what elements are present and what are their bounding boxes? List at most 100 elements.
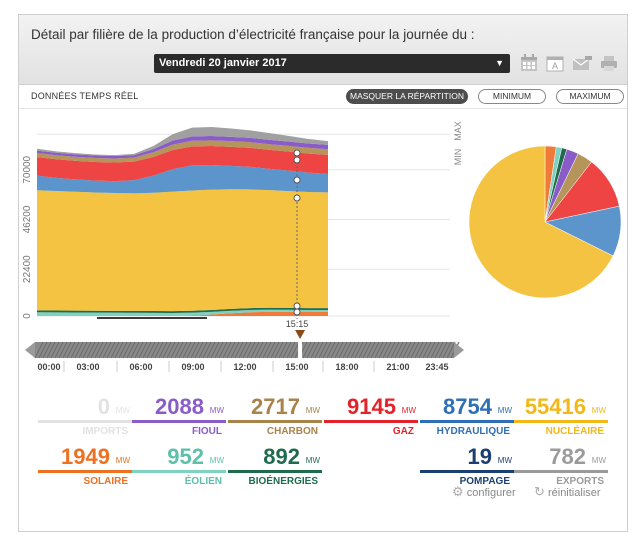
tile-value: 782 <box>549 444 586 469</box>
track-stripe <box>318 341 328 359</box>
tile-pompage[interactable]: 19 MW POMPAGE <box>420 444 514 492</box>
tile-value: 2088 <box>155 394 204 419</box>
configure-link[interactable]: ⚙ configurer <box>452 484 516 500</box>
tile-value: 2717 <box>251 394 300 419</box>
cursor-point <box>293 176 301 184</box>
track-stripe <box>398 341 408 359</box>
track-stripe <box>426 341 436 359</box>
tile-value: 1949 <box>61 444 110 469</box>
timeline-slider[interactable]: 00:00 03:00 06:00 09:00 12:00 15:00 18:00 21:00… <box>0 0 640 380</box>
track-stripe <box>406 341 416 359</box>
tile-fioul[interactable]: 2088 MW FIOUL <box>132 394 226 442</box>
track-stripe <box>402 341 412 359</box>
track-stripe <box>270 341 280 359</box>
timeline-handle-pointer[interactable] <box>295 330 306 339</box>
reset-link[interactable]: ↻ réinitialiser <box>534 484 601 500</box>
track-stripe <box>194 341 204 359</box>
track-stripe <box>254 341 264 359</box>
timeline-right-arrow[interactable] <box>454 342 464 358</box>
tile-label: ÉOLIEN <box>184 476 222 487</box>
track-stripe <box>102 341 112 359</box>
track-stripe <box>330 341 340 359</box>
track-stripe <box>114 341 124 359</box>
track-stripe <box>202 341 212 359</box>
tile-label: FIOUL <box>192 426 222 437</box>
track-stripe <box>286 341 296 359</box>
timeline-left-arrow[interactable] <box>25 342 35 358</box>
tile-unit: MW <box>497 456 512 465</box>
tile-hydraulique[interactable]: 8754 MW HYDRAULIQUE <box>420 394 514 442</box>
track-stripe <box>386 341 396 359</box>
date-select[interactable]: Vendredi 20 janvier 2017 ▼ <box>154 54 510 73</box>
realtime-label: DONNÉES TEMPS RÉEL <box>31 91 139 101</box>
track-stripe <box>306 341 316 359</box>
track-stripe <box>78 341 88 359</box>
track-stripe <box>58 341 68 359</box>
header: Détail par filière de la production d’él… <box>19 15 627 85</box>
track-stripe <box>126 341 136 359</box>
track-stripe <box>174 341 184 359</box>
tile-solaire[interactable]: 1949 MW SOLAIRE <box>38 444 132 492</box>
track-stripe <box>258 341 268 359</box>
track-stripe <box>158 341 168 359</box>
track-stripe <box>106 341 116 359</box>
tile-label: NUCLÉAIRE <box>545 426 604 437</box>
track-stripe <box>166 341 176 359</box>
track-stripe <box>178 341 188 359</box>
tile-charbon[interactable]: 2717 MW CHARBON <box>228 394 322 442</box>
tile-bioenergies[interactable]: 892 MW BIOÉNERGIES <box>228 444 322 492</box>
tile-value: 952 <box>167 444 204 469</box>
print-icon[interactable] <box>599 53 619 73</box>
track-stripe <box>98 341 108 359</box>
track-stripe <box>266 341 276 359</box>
track-stripe <box>242 341 252 359</box>
distribution-pie-chart <box>468 145 622 299</box>
area-charbon <box>37 140 328 163</box>
track-stripe <box>422 341 432 359</box>
track-stripe <box>234 341 244 359</box>
track-stripe <box>382 341 392 359</box>
timeline-label: 00:00 <box>37 362 60 372</box>
track-stripe <box>442 341 452 359</box>
calendar-day-icon[interactable]: A <box>545 53 565 73</box>
track-stripe <box>418 341 428 359</box>
minimum-button[interactable]: MINIMUM <box>478 89 546 104</box>
tile-exports[interactable]: 782 MW EXPORTS <box>514 444 608 492</box>
pie-slice-nucleaire <box>468 145 614 299</box>
calendar-month-icon[interactable] <box>519 53 539 73</box>
y-tick-label: 70000 <box>22 155 33 183</box>
track-stripe <box>134 341 144 359</box>
track-stripe <box>274 341 284 359</box>
tile-imports[interactable]: 0 MW IMPORTS <box>38 394 132 442</box>
tile-label: GAZ <box>392 426 414 437</box>
track-stripe <box>42 341 52 359</box>
timeline-handle[interactable] <box>298 340 303 360</box>
track-stripe <box>434 341 444 359</box>
refresh-icon: ↻ <box>534 484 545 499</box>
track-stripe <box>210 341 220 359</box>
timeline-label: 06:00 <box>129 362 152 372</box>
production-area-chart: 0 22400 46200 70000 MAX MIN 15:15 <box>22 121 463 329</box>
tile-value: 9145 <box>347 394 396 419</box>
track-stripe <box>278 341 288 359</box>
tile-gaz[interactable]: 9145 MW GAZ <box>324 394 418 442</box>
envelope-icon[interactable] <box>571 53 592 73</box>
tile-eolien[interactable]: 952 MW ÉOLIEN <box>132 444 226 492</box>
track-stripe <box>182 341 192 359</box>
track-stripe <box>314 341 324 359</box>
tile-nucleaire[interactable]: 55416 MW NUCLÉAIRE <box>514 394 608 442</box>
tile-value: 19 <box>467 444 492 469</box>
timeline-label: 12:00 <box>233 362 256 372</box>
timeline-label: 18:00 <box>335 362 358 372</box>
cursor-point <box>293 308 301 316</box>
track-stripe <box>354 341 364 359</box>
tile-unit: MW <box>209 456 224 465</box>
track-stripe <box>90 341 100 359</box>
track-stripe <box>214 341 224 359</box>
tile-value: 0 <box>97 394 110 419</box>
cursor-point <box>293 156 301 164</box>
maximum-button[interactable]: MAXIMUM <box>556 89 624 104</box>
hide-distribution-button[interactable]: MASQUER LA RÉPARTITION <box>346 89 468 104</box>
timeline-label: 21:00 <box>386 362 409 372</box>
track-stripe <box>122 341 132 359</box>
